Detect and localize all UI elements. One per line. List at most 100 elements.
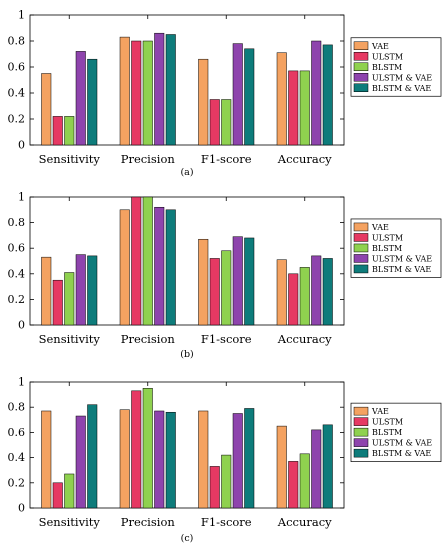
- chart-panel-0: 0 0.2 0.4 0.6 0.8 1 Sensitivity Precision F1-sco…: [8, 9, 442, 178]
- bar: [64, 272, 75, 326]
- legend-label: BLSTM: [372, 244, 402, 253]
- bar: [52, 116, 63, 146]
- bar: [276, 259, 287, 326]
- bar: [165, 209, 176, 326]
- bar: [322, 424, 333, 509]
- bar: [198, 410, 209, 509]
- y-tick-label: 0.2: [8, 293, 26, 306]
- bar: [288, 70, 299, 146]
- category-label: Accuracy: [277, 515, 332, 529]
- bar: [87, 255, 98, 326]
- bar: [131, 40, 142, 146]
- panel-label: (c): [181, 533, 194, 544]
- bar: [154, 410, 165, 509]
- legend-label: ULSTM: [372, 52, 403, 61]
- plot-frame: [29, 14, 345, 146]
- legend-label: VAE: [371, 223, 389, 232]
- panel-label: (a): [180, 167, 193, 178]
- bar: [87, 404, 98, 509]
- bar: [142, 40, 153, 146]
- legend-label: VAE: [371, 407, 389, 416]
- legend-label: ULSTM & VAE: [372, 73, 432, 82]
- legend-swatch: [353, 73, 369, 82]
- bar: [209, 99, 220, 146]
- category-label: Sensitivity: [39, 332, 101, 346]
- y-tick-label: 1: [18, 9, 25, 22]
- legend-label: BLSTM & VAE: [372, 449, 431, 458]
- legend-label: BLSTM & VAE: [372, 84, 431, 93]
- bar: [142, 196, 153, 326]
- bar: [244, 237, 255, 326]
- bar: [232, 236, 243, 326]
- category-label: Precision: [121, 332, 176, 346]
- legend-swatch: [353, 438, 369, 447]
- bar: [52, 279, 63, 326]
- bar: [41, 410, 52, 509]
- legend-label: VAE: [371, 42, 389, 51]
- legend-swatch: [353, 83, 369, 92]
- category-label: F1-score: [201, 332, 252, 346]
- legend-label: BLSTM: [372, 63, 402, 72]
- legend-swatch: [353, 427, 369, 437]
- y-tick-label: 0.4: [8, 267, 26, 280]
- plot-frame: [29, 196, 345, 326]
- bar: [198, 238, 209, 326]
- bar: [154, 32, 165, 146]
- y-tick-label: 0.8: [8, 216, 26, 229]
- legend-label: ULSTM & VAE: [372, 254, 432, 263]
- legend-label: BLSTM & VAE: [372, 265, 431, 274]
- legend-label: ULSTM: [372, 233, 403, 242]
- chart-panel-2: 0 0.2 0.4 0.6 0.8 1 Sensitivity Precision F1-sco…: [8, 376, 442, 544]
- y-tick-label: 0.6: [8, 61, 26, 74]
- bar: [87, 58, 98, 146]
- legend-swatch: [353, 417, 369, 426]
- category-label: Precision: [121, 515, 176, 529]
- category-label: Accuracy: [277, 332, 332, 346]
- bar: [209, 466, 220, 509]
- bar: [311, 255, 322, 326]
- bar: [322, 258, 333, 326]
- bar: [165, 411, 176, 509]
- y-tick-label: 0.4: [8, 87, 26, 100]
- bar: [154, 206, 165, 326]
- bar: [288, 273, 299, 326]
- y-tick-label: 0.6: [8, 242, 26, 255]
- bar: [75, 51, 86, 146]
- bar: [165, 34, 176, 146]
- bar: [276, 52, 287, 146]
- legend-swatch: [353, 243, 369, 253]
- bar: [232, 413, 243, 509]
- y-tick-label: 0.8: [8, 401, 26, 414]
- bar: [64, 473, 75, 509]
- legend-swatch: [353, 62, 369, 71]
- legend-swatch: [353, 406, 369, 416]
- category-label: Precision: [121, 152, 176, 166]
- bar: [244, 48, 255, 146]
- legend-label: ULSTM: [372, 418, 403, 427]
- bar: [221, 250, 232, 326]
- bar: [288, 461, 299, 509]
- bar: [209, 258, 220, 326]
- y-tick-label: 0: [18, 502, 25, 515]
- y-tick-label: 0: [18, 139, 25, 152]
- y-tick-label: 0: [18, 319, 25, 332]
- category-label: Accuracy: [277, 152, 332, 166]
- bar: [131, 390, 142, 509]
- bar: [198, 58, 209, 146]
- legend-label: ULSTM & VAE: [372, 439, 432, 448]
- bar: [131, 196, 142, 326]
- legend-label: BLSTM: [372, 428, 402, 437]
- panel-label: (b): [180, 349, 194, 360]
- legend-swatch: [353, 448, 369, 458]
- bar: [64, 116, 75, 146]
- bar: [276, 425, 287, 509]
- bar: [41, 256, 52, 326]
- category-label: F1-score: [201, 515, 252, 529]
- legend-swatch: [353, 52, 369, 61]
- y-tick-label: 0.6: [8, 426, 26, 439]
- bar: [299, 70, 310, 146]
- chart-panel-1: 0 0.2 0.4 0.6 0.8 1 Sensitivity Precision F1-sco…: [8, 191, 442, 360]
- legend-swatch: [353, 254, 369, 263]
